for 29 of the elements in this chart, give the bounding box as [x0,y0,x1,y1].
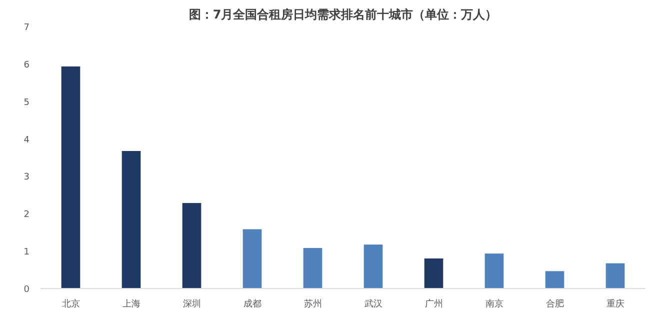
bar [121,150,142,288]
chart-title: 图：7月全国合租房日均需求排名前十城市（单位：万人） [188,8,498,22]
x-tick-label: 上海 [122,298,140,310]
bar [182,202,202,288]
y-tick-label: 4 [24,135,30,146]
y-tick-label: 3 [24,172,30,183]
x-tick-label: 南京 [485,298,504,310]
bar [242,228,262,288]
x-tick-label: 成都 [243,298,262,310]
x-tick-label: 重庆 [606,298,624,310]
bar [363,244,384,288]
x-tick-label: 北京 [62,298,80,310]
x-tick-label: 苏州 [304,298,322,310]
bar [484,253,504,288]
x-tick-label: 合肥 [546,298,564,310]
y-tick-label: 5 [24,98,30,108]
y-tick-label: 6 [24,60,30,70]
bar [605,262,626,288]
bar [544,270,565,288]
bar [302,247,323,288]
x-tick-label: 广州 [424,298,443,310]
y-tick-label: 2 [24,210,30,220]
x-tick-label: 武汉 [364,298,382,310]
x-tick-label: 深圳 [182,298,201,310]
bar [60,66,81,288]
y-tick-label: 7 [24,23,30,33]
y-tick-label: 0 [24,285,30,295]
y-tick-label: 1 [24,248,30,258]
bar [424,258,444,288]
